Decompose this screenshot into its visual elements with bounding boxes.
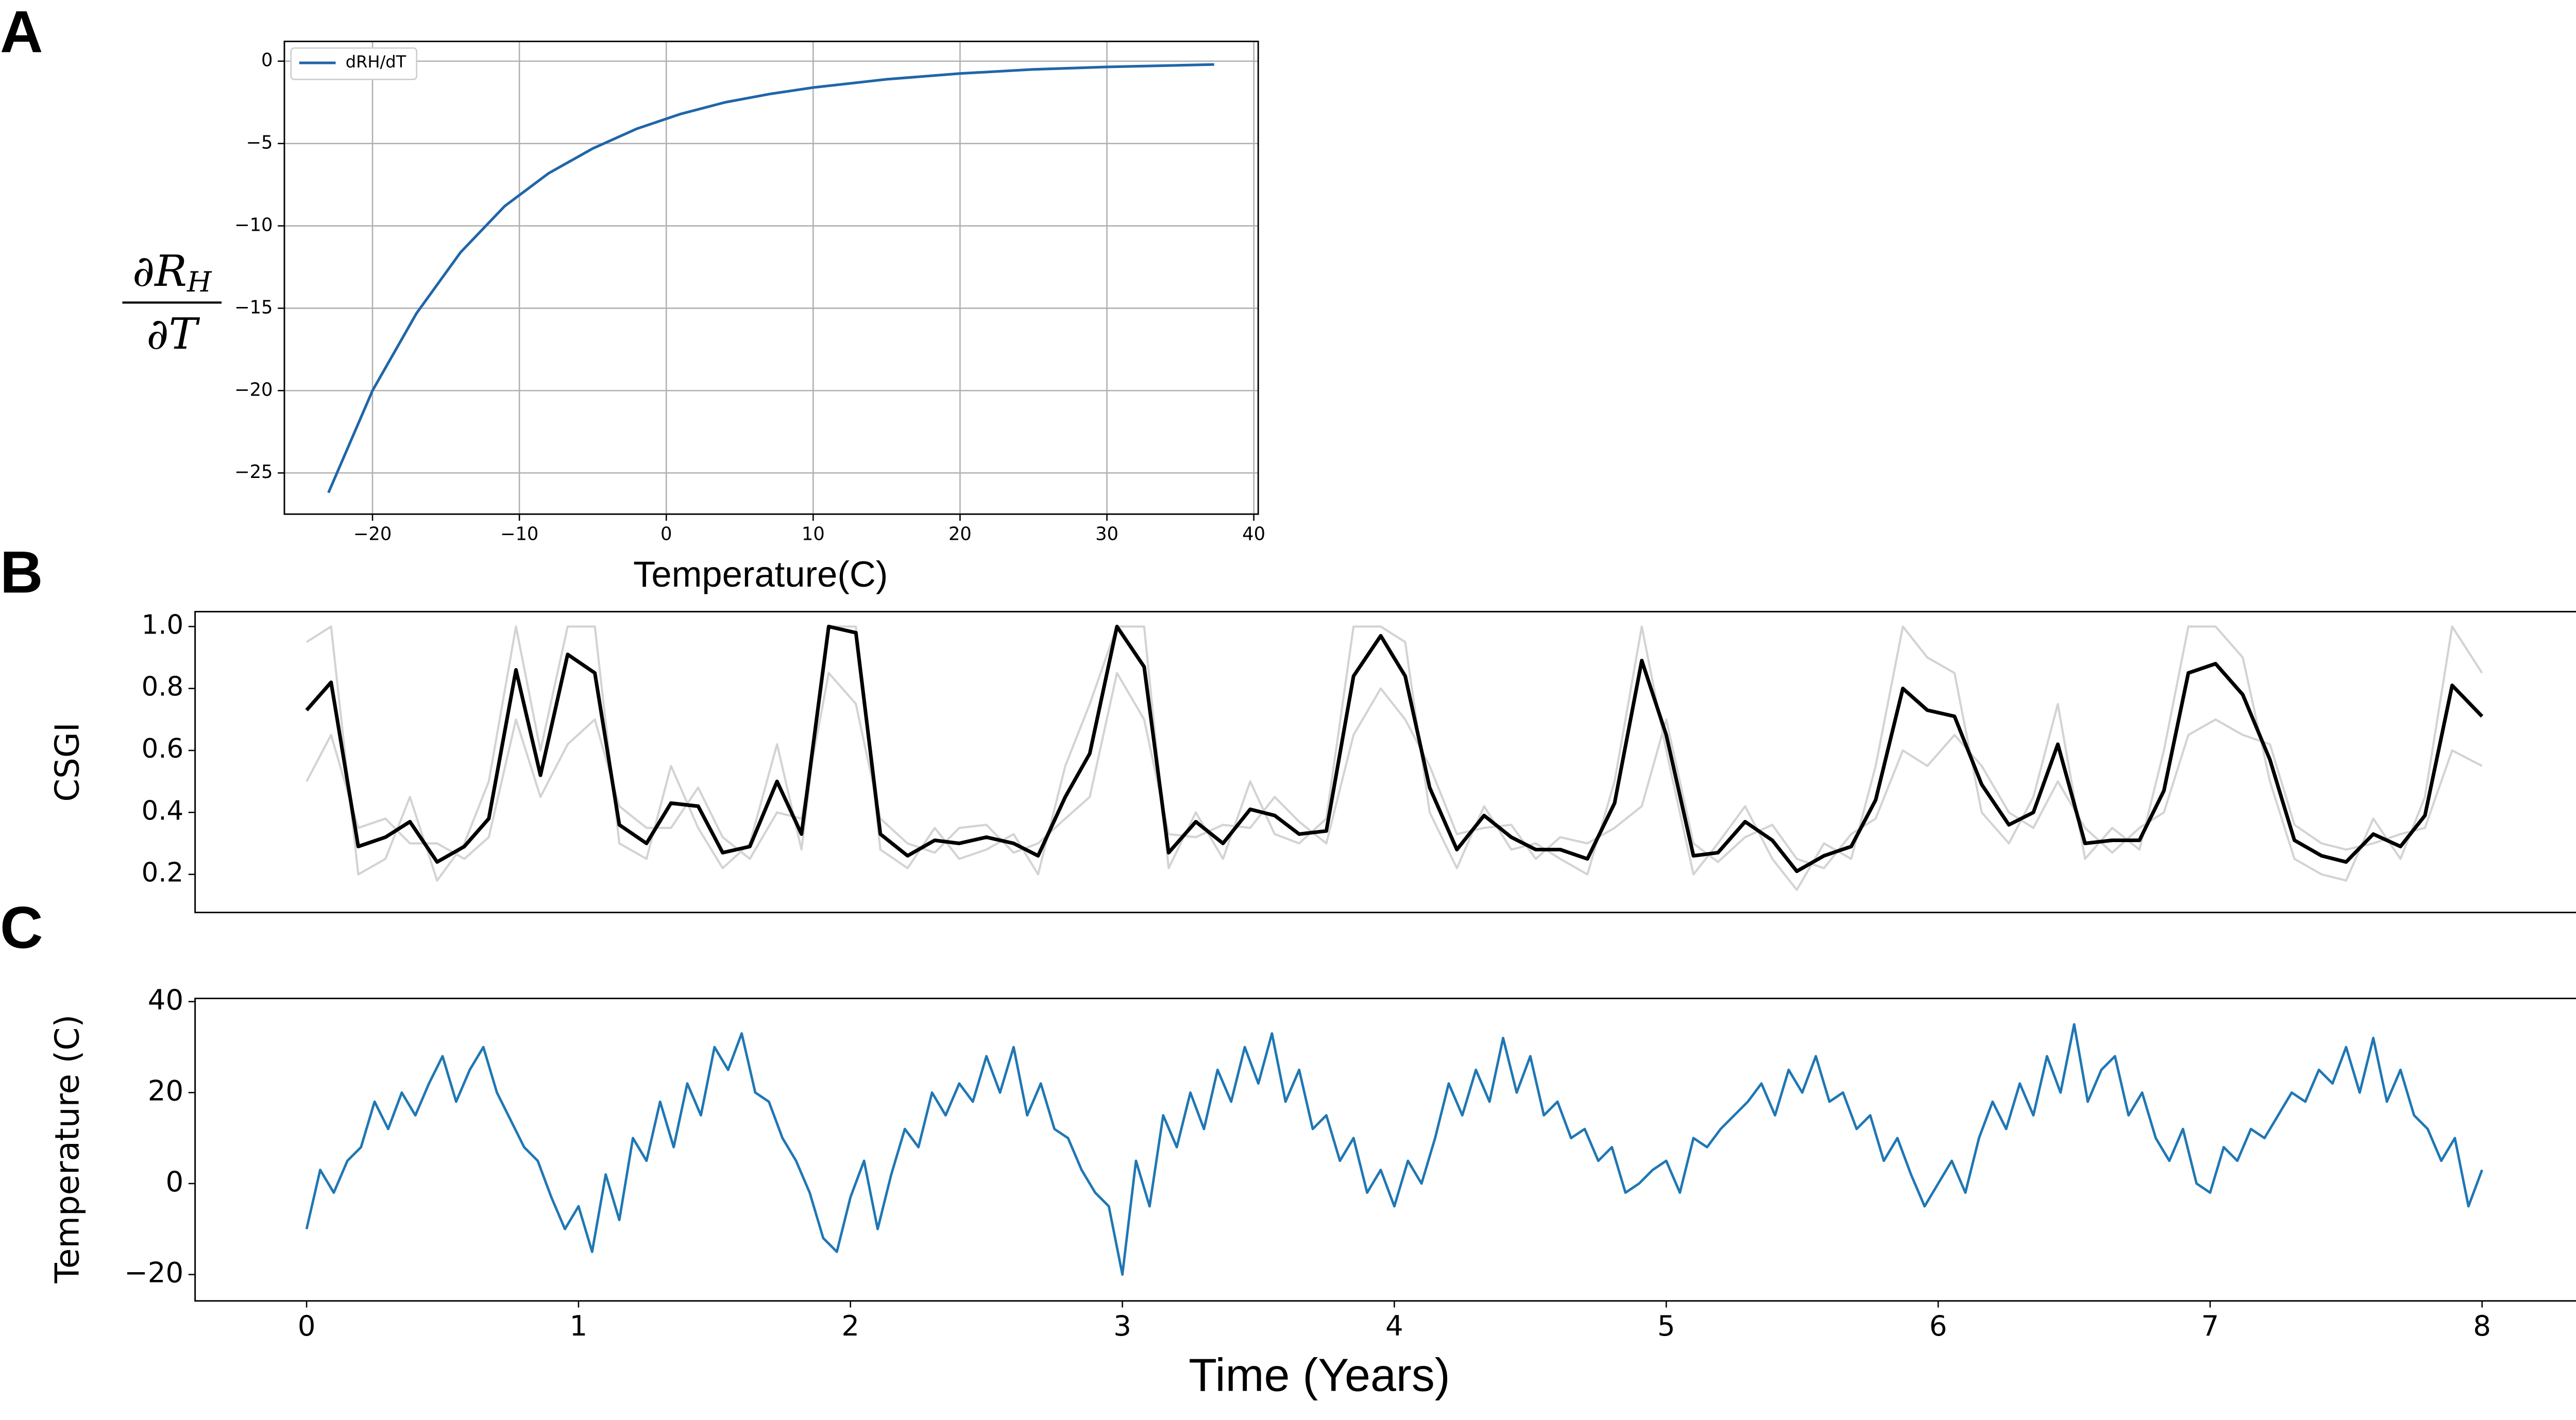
y-tick-label: 0.4	[142, 795, 184, 826]
x-tick-label: 5	[1657, 1309, 1675, 1342]
x-tick-label: 8	[2473, 1309, 2491, 1342]
x-tick-label: 3	[1113, 1309, 1131, 1342]
axes-frame	[283, 40, 1259, 515]
y-tick-label: 0	[261, 50, 273, 71]
panel-label: A	[0, 0, 43, 65]
y-tick-label: 0	[166, 1165, 184, 1198]
y-tick-label: 1.0	[142, 609, 184, 640]
x-tick-label: 0	[298, 1309, 316, 1342]
x-tick-label: 1	[570, 1309, 588, 1342]
x-tick-label: 2	[841, 1309, 859, 1342]
y-tick-label: 0.8	[142, 672, 184, 703]
axes-frame	[194, 998, 2576, 1302]
data-line	[306, 625, 2483, 891]
x-tick-label: 7	[2201, 1309, 2219, 1342]
y-tick-label: 0.2	[142, 858, 184, 888]
y-tick-label: −20	[234, 379, 273, 400]
x-tick-label: 40	[1242, 524, 1265, 545]
x-tick-label: −10	[500, 524, 539, 545]
axes-frame	[194, 611, 2576, 914]
data-line	[306, 672, 2483, 869]
x-axis-label: Time (Years)	[1189, 1349, 1450, 1401]
x-tick-label: 0	[660, 524, 672, 545]
panel-label: C	[0, 895, 43, 961]
y-tick-label: 40	[148, 983, 183, 1016]
y-label-den: ∂T	[146, 309, 200, 359]
y-label-num: ∂R	[132, 246, 187, 296]
y-tick-label: −20	[124, 1256, 183, 1289]
y-tick-label: 0.6	[142, 733, 184, 764]
x-tick-label: −20	[353, 524, 392, 545]
data-line	[305, 1023, 2483, 1276]
y-axis-label: Temperature (C)	[48, 1015, 87, 1284]
y-tick-label: 20	[148, 1074, 183, 1107]
y-tick-label: −15	[234, 297, 273, 318]
y-tick-label: −10	[234, 215, 273, 236]
y-axis-label: CSGI	[48, 722, 87, 801]
data-line	[305, 624, 2484, 874]
x-tick-label: 6	[1929, 1309, 1947, 1342]
legend-box	[290, 47, 417, 80]
y-tick-label: −25	[234, 461, 273, 483]
panel-label: B	[0, 539, 43, 606]
x-tick-label: 20	[948, 524, 972, 545]
data-line	[327, 63, 1214, 493]
x-axis-label: Temperature(C)	[633, 554, 888, 594]
y-axis-label-numerator: ∂RH	[132, 246, 212, 298]
y-tick-label: −5	[246, 132, 273, 153]
x-tick-label: 30	[1095, 524, 1118, 545]
y-label-sub: H	[187, 265, 212, 298]
x-tick-label: 10	[802, 524, 825, 545]
legend-label: dRH/dT	[346, 52, 406, 72]
x-tick-label: 4	[1385, 1309, 1403, 1342]
